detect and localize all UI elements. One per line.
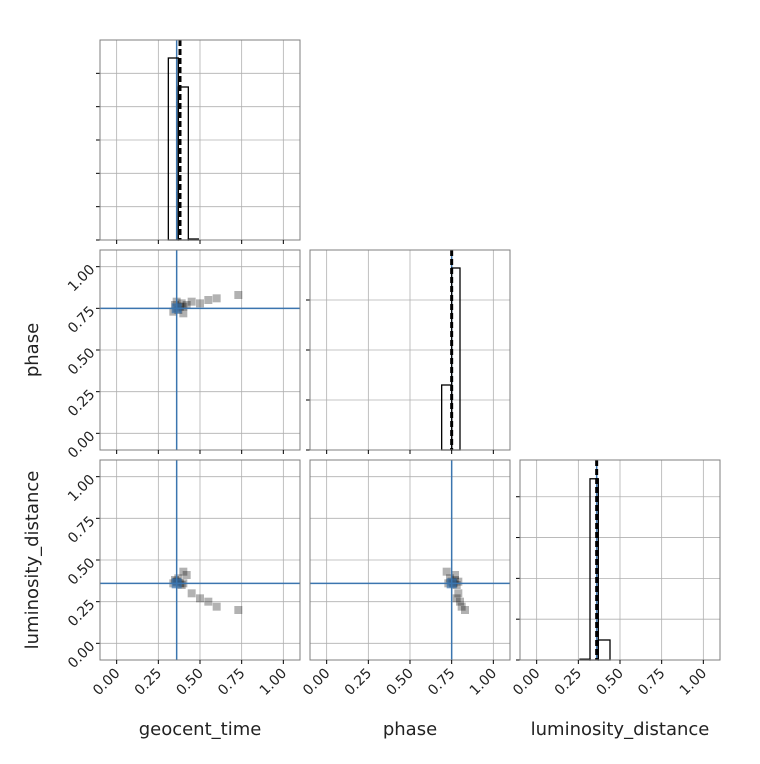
sample-point xyxy=(182,571,191,579)
hist-bar xyxy=(177,86,189,241)
x-tick-label: 0.00 xyxy=(90,666,123,699)
x-tick-label: 0.75 xyxy=(425,666,458,699)
x-tick-label: 0.00 xyxy=(300,666,333,699)
x-tick-label: 0.50 xyxy=(383,666,416,699)
sample-point xyxy=(454,589,463,598)
y-tick-label: 0.00 xyxy=(65,638,98,671)
sample-point xyxy=(204,296,213,304)
sample-point xyxy=(442,567,451,576)
sample-point xyxy=(179,309,188,318)
sample-point xyxy=(187,297,196,306)
y-tick-label: 0.00 xyxy=(65,428,98,461)
sample-point xyxy=(461,606,469,614)
sample-point xyxy=(234,606,243,614)
y-tick-label: 1.00 xyxy=(65,472,98,505)
sample-point xyxy=(179,567,188,576)
sample-point xyxy=(234,291,243,299)
x-axis-label: luminosity_distance xyxy=(531,719,710,740)
x-tick-label: 0.50 xyxy=(173,666,206,699)
sample-point xyxy=(179,302,188,311)
truth-marker xyxy=(171,303,182,314)
y-tick-label: 1.00 xyxy=(65,262,98,295)
sample-point xyxy=(196,299,204,308)
y-tick-label: 0.50 xyxy=(65,345,98,378)
x-tick-label: 1.00 xyxy=(677,666,710,699)
sample-point xyxy=(182,301,191,309)
y-tick-label: 0.50 xyxy=(65,555,98,588)
x-tick-label: 1.00 xyxy=(257,666,290,699)
sample-point xyxy=(457,602,466,611)
sample-point xyxy=(212,294,221,303)
sample-point xyxy=(451,571,459,579)
x-tick-label: 0.25 xyxy=(342,666,375,699)
y-axis-label: luminosity_distance xyxy=(22,471,43,650)
y-axis-label: phase xyxy=(22,323,43,377)
x-tick-label: 0.50 xyxy=(593,666,626,699)
sample-point xyxy=(204,597,213,606)
x-tick-label: 0.00 xyxy=(510,666,543,699)
y-tick-label: 0.75 xyxy=(65,303,98,336)
y-tick-label: 0.75 xyxy=(65,513,98,546)
x-tick-label: 0.75 xyxy=(635,666,668,699)
y-tick-label: 0.25 xyxy=(65,387,98,420)
x-axis-label: phase xyxy=(383,719,437,740)
x-tick-label: 0.75 xyxy=(215,666,248,699)
x-tick-label: 1.00 xyxy=(467,666,500,699)
sample-point xyxy=(187,589,196,598)
truth-marker xyxy=(171,578,182,589)
x-tick-label: 0.25 xyxy=(132,666,165,699)
x-axis-label: geocent_time xyxy=(139,719,262,740)
sample-point xyxy=(196,594,204,603)
sample-point xyxy=(456,597,464,606)
hist-bar xyxy=(597,639,611,661)
y-tick-label: 0.25 xyxy=(65,597,98,630)
sample-point xyxy=(452,594,461,603)
sample-point xyxy=(212,602,221,611)
sample-point xyxy=(454,577,463,586)
truth-marker xyxy=(446,578,457,589)
x-tick-label: 0.25 xyxy=(552,666,585,699)
